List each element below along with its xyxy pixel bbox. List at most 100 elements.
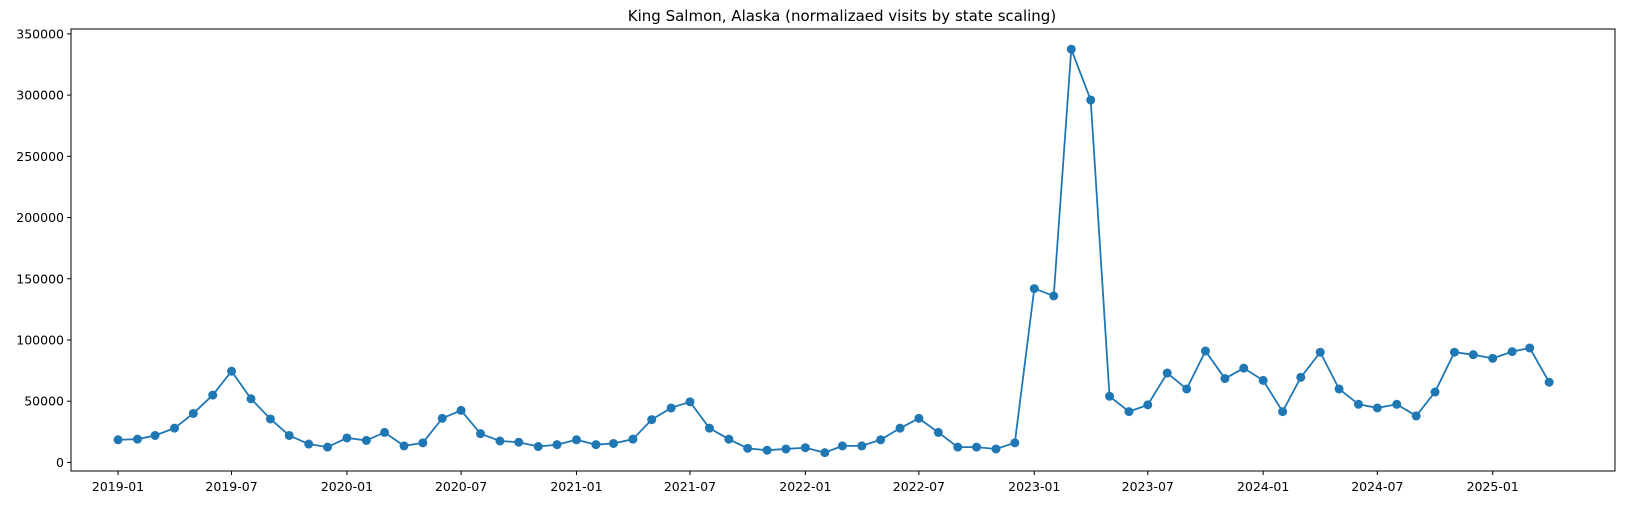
data-point xyxy=(552,440,562,450)
data-point xyxy=(246,394,256,404)
chart-title: King Salmon, Alaska (normalizaed visits … xyxy=(628,7,1056,25)
data-point xyxy=(1468,350,1478,360)
data-point xyxy=(820,448,830,458)
data-point xyxy=(1258,375,1268,385)
x-tick-label: 2021-01 xyxy=(550,479,602,494)
x-tick-label: 2021-07 xyxy=(664,479,716,494)
data-point xyxy=(666,403,676,413)
data-point xyxy=(1372,403,1382,413)
data-point xyxy=(724,434,734,444)
y-tick-label: 200000 xyxy=(16,210,64,225)
data-point xyxy=(972,442,982,452)
data-point xyxy=(1029,284,1039,294)
data-point xyxy=(1105,391,1115,401)
data-point xyxy=(743,443,753,453)
data-point xyxy=(437,413,447,423)
x-tick-label: 2020-07 xyxy=(435,479,487,494)
data-point xyxy=(514,437,524,447)
data-point xyxy=(762,445,772,455)
axes: 2019-01 2019-07 2020-01 2020-07 2021-01 2021-… xyxy=(16,26,1616,494)
data-point xyxy=(227,366,237,376)
x-tick-label: 2024-07 xyxy=(1351,479,1403,494)
data-point xyxy=(208,390,218,400)
data-point xyxy=(361,435,371,445)
series-line xyxy=(118,48,1550,454)
data-point xyxy=(837,441,847,451)
data-point xyxy=(150,430,160,440)
data-point xyxy=(1544,377,1554,387)
data-point xyxy=(628,434,638,444)
data-point xyxy=(1488,353,1498,363)
y-tick-label: 150000 xyxy=(16,271,64,286)
data-point xyxy=(399,441,409,451)
data-point xyxy=(304,439,314,449)
data-point xyxy=(456,405,466,415)
data-point xyxy=(323,442,332,452)
x-tick-label: 2025-01 xyxy=(1467,479,1519,494)
y-tick-label: 50000 xyxy=(24,394,64,409)
data-point xyxy=(953,442,963,452)
data-point xyxy=(1278,407,1288,417)
data-point xyxy=(1066,44,1076,54)
x-tick-label: 2022-07 xyxy=(893,479,945,494)
data-point xyxy=(1086,95,1096,105)
data-point xyxy=(1010,438,1020,448)
data-point xyxy=(533,442,543,452)
x-tick-label: 2019-01 xyxy=(92,479,144,494)
data-point xyxy=(704,423,714,433)
data-point xyxy=(342,433,352,443)
data-point xyxy=(418,438,428,448)
data-point xyxy=(1334,384,1344,394)
data-point xyxy=(647,415,657,425)
y-tick-label: 300000 xyxy=(16,88,64,103)
y-tick-label: 250000 xyxy=(16,149,64,164)
data-point xyxy=(1143,400,1153,410)
data-point xyxy=(991,444,1001,454)
data-point xyxy=(1411,411,1421,421)
data-point xyxy=(1430,387,1440,397)
x-tick-label: 2024-01 xyxy=(1237,479,1289,494)
data-point xyxy=(265,414,275,424)
data-point xyxy=(1124,407,1134,417)
data-point xyxy=(380,427,390,437)
x-tick-label: 2023-07 xyxy=(1122,479,1174,494)
data-point xyxy=(1200,346,1210,356)
data-point xyxy=(876,435,886,445)
data-point xyxy=(591,440,601,450)
data-point xyxy=(1049,291,1059,301)
data-point xyxy=(608,438,618,448)
data-point xyxy=(1354,399,1363,409)
axes-frame xyxy=(70,28,1616,472)
data-point xyxy=(476,429,486,439)
data-point xyxy=(800,443,810,453)
data-point xyxy=(571,435,581,445)
y-tick-label: 100000 xyxy=(16,332,64,347)
data-point xyxy=(1392,399,1402,409)
data-point xyxy=(1315,347,1325,357)
data-point xyxy=(1507,347,1517,357)
data-point xyxy=(1182,384,1192,394)
data-point xyxy=(1296,372,1306,382)
data-point xyxy=(1239,363,1249,373)
x-tick-label: 2020-01 xyxy=(321,479,373,494)
data-point xyxy=(685,397,695,407)
y-tick-label: 350000 xyxy=(16,26,64,41)
data-point xyxy=(895,423,905,433)
data-point xyxy=(857,441,867,451)
data-point xyxy=(113,435,123,445)
data-point xyxy=(781,444,791,454)
x-tick-label: 2022-01 xyxy=(779,479,831,494)
data-point xyxy=(1162,368,1172,378)
data-point xyxy=(495,436,505,446)
data-point xyxy=(1220,374,1230,384)
data-point xyxy=(933,427,943,437)
data-point xyxy=(1525,343,1535,353)
data-point xyxy=(169,423,179,433)
x-tick-label: 2019-07 xyxy=(205,479,257,494)
data-point xyxy=(188,408,198,418)
data-point xyxy=(132,434,142,444)
plot-area xyxy=(113,44,1554,458)
data-point xyxy=(284,430,294,440)
data-point xyxy=(1449,347,1459,357)
